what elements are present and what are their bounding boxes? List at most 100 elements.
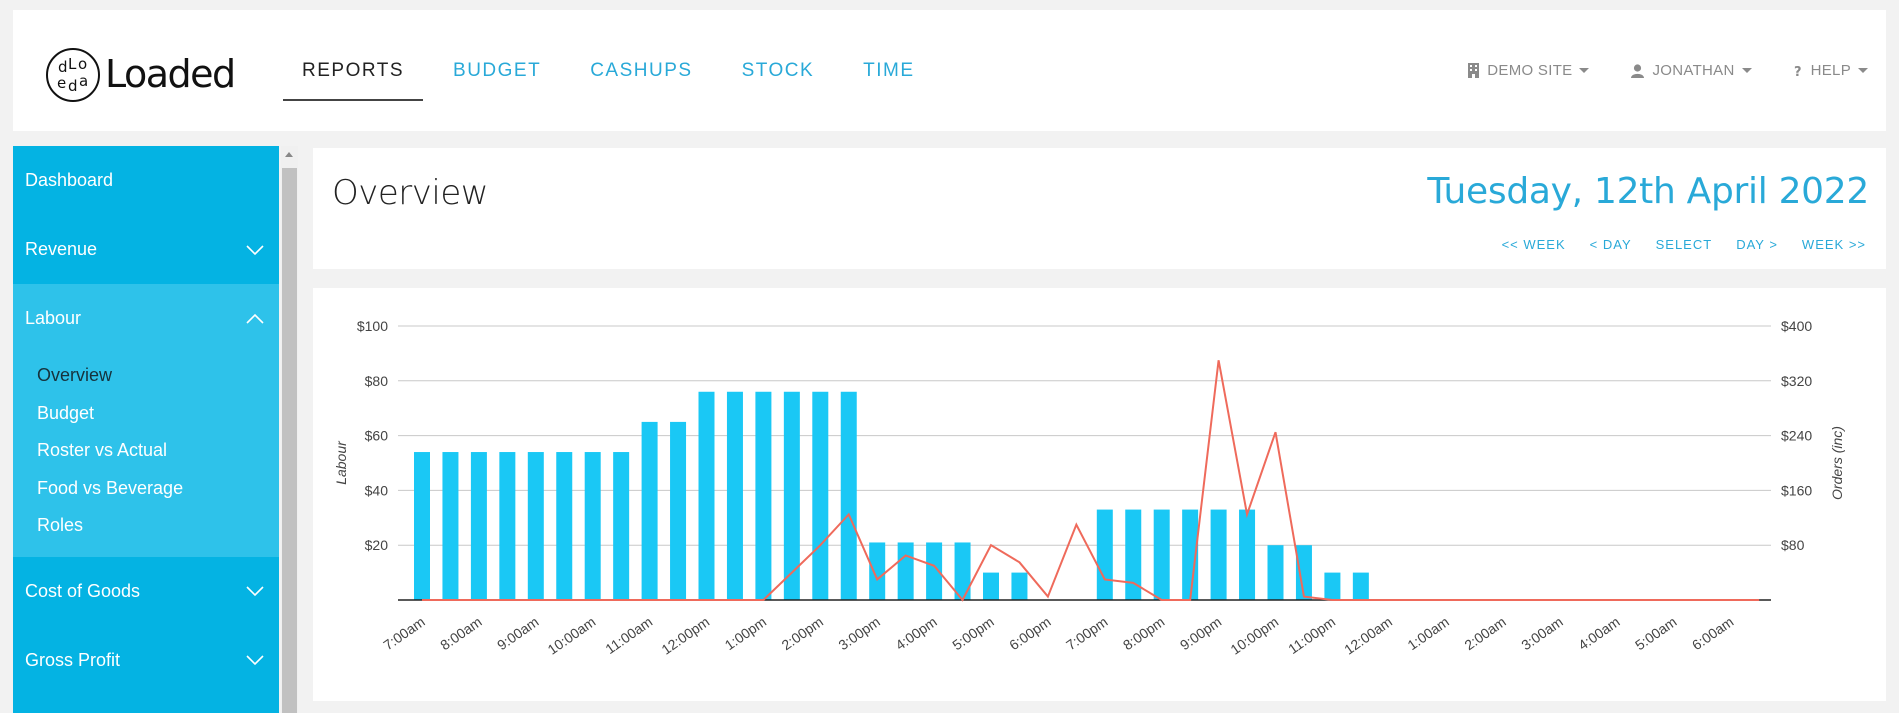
user-icon xyxy=(1631,63,1645,78)
x-tick-label: 8:00am xyxy=(437,613,484,653)
labour-bar xyxy=(983,572,999,600)
brand-name: Loaded xyxy=(105,52,236,96)
brand-logo[interactable]: d L o e d a Loaded xyxy=(45,42,236,108)
labour-bar xyxy=(1239,509,1256,600)
sidebar-item-label: Cost of Goods xyxy=(25,580,141,601)
sidebar-item-label: Dashboard xyxy=(25,170,114,190)
x-tick-label: 7:00am xyxy=(380,613,427,653)
labour-bar xyxy=(755,391,772,600)
user-dropdown[interactable]: JONATHAN xyxy=(1631,62,1752,79)
labour-bar xyxy=(556,452,573,600)
overview-header-card: Overview Tuesday, 12th April 2022 << WEE… xyxy=(313,148,1886,269)
y2-tick-label: $160 xyxy=(1781,482,1812,498)
labour-bar xyxy=(1182,509,1199,600)
select-date-link[interactable]: SELECT xyxy=(1655,237,1713,252)
x-tick-label: 7:00pm xyxy=(1063,613,1110,653)
y-tick-label: $40 xyxy=(365,482,389,498)
svg-text:L: L xyxy=(68,55,77,73)
sidebar-subitem-budget[interactable]: Budget xyxy=(37,402,95,423)
x-tick-label: 9:00am xyxy=(494,613,541,653)
nav-reports[interactable]: REPORTS xyxy=(283,10,424,131)
x-tick-label: 4:00am xyxy=(1575,613,1622,653)
svg-text:o: o xyxy=(78,55,87,73)
nav-stock[interactable]: STOCK xyxy=(741,59,815,81)
sidebar-item-dashboard[interactable]: Dashboard xyxy=(13,146,279,215)
prev-week-link[interactable]: << WEEK xyxy=(1501,237,1566,252)
y-axis-title: Labour xyxy=(333,440,349,485)
chevron-up-icon xyxy=(246,313,264,324)
date-navigation: << WEEK < DAY SELECT DAY > WEEK >> xyxy=(1478,237,1866,252)
svg-text:e: e xyxy=(57,74,66,92)
sidebar: Dashboard Revenue Labour Overview Budget… xyxy=(13,146,279,713)
scroll-up-arrow-icon[interactable] xyxy=(285,152,293,157)
x-tick-label: 8:00pm xyxy=(1120,613,1167,653)
sidebar-item-gross-profit[interactable]: Gross Profit xyxy=(13,626,279,695)
labour-bar xyxy=(1125,509,1142,600)
y-tick-label: $100 xyxy=(357,318,388,334)
site-dropdown[interactable]: DEMO SITE xyxy=(1468,62,1590,79)
labour-bar xyxy=(499,452,516,600)
top-navbar: d L o e d a Loaded REPORTS BUDGET CASHUP… xyxy=(13,10,1886,131)
sidebar-subitem-roster-vs-actual[interactable]: Roster vs Actual xyxy=(37,440,168,461)
labour-bar xyxy=(812,391,829,600)
building-icon xyxy=(1468,63,1480,78)
y2-tick-label: $80 xyxy=(1781,537,1805,553)
sidebar-item-cost-of-goods[interactable]: Cost of Goods xyxy=(13,557,279,626)
labour-chart-card: $20 $80 $40 $160 $60 $240 $80 $320 $100 $400 7:00a… xyxy=(313,288,1886,701)
labour-bar xyxy=(1295,545,1312,600)
nav-budget[interactable]: BUDGET xyxy=(453,59,542,81)
x-tick-label: 3:00pm xyxy=(835,613,882,653)
labour-bar xyxy=(641,421,658,600)
current-date: Tuesday, 12th April 2022 xyxy=(1427,171,1869,212)
labour-bar xyxy=(1324,572,1341,600)
next-day-link[interactable]: DAY > xyxy=(1736,237,1778,252)
y-tick-label: $80 xyxy=(365,373,389,389)
x-tick-label: 11:00pm xyxy=(1285,613,1338,657)
user-label: JONATHAN xyxy=(1652,62,1735,79)
sidebar-group-labour: Labour Overview Budget Roster vs Actual … xyxy=(13,284,279,557)
x-tick-label: 5:00pm xyxy=(949,613,996,653)
x-tick-label: 6:00pm xyxy=(1006,613,1053,653)
nav-cashups[interactable]: CASHUPS xyxy=(590,59,693,81)
sidebar-scrollbar[interactable] xyxy=(281,146,298,713)
y-tick-label: $60 xyxy=(365,428,389,444)
x-tick-label: 11:00am xyxy=(602,613,655,657)
labour-bar xyxy=(783,391,800,600)
x-tick-label: 1:00pm xyxy=(722,613,769,653)
labour-bar xyxy=(1096,509,1113,600)
y2-axis-title: Orders (inc) xyxy=(1829,426,1845,500)
next-week-link[interactable]: WEEK >> xyxy=(1801,237,1866,252)
labour-bar xyxy=(1210,509,1227,600)
caret-down-icon xyxy=(1741,68,1752,73)
chevron-down-icon xyxy=(246,244,264,255)
labour-bar xyxy=(584,452,601,600)
page-title: Overview xyxy=(332,173,489,213)
labour-bar xyxy=(414,452,430,600)
x-tick-label: 3:00am xyxy=(1518,613,1565,653)
caret-down-icon xyxy=(1579,68,1590,73)
nav-time[interactable]: TIME xyxy=(863,59,915,81)
labour-bar xyxy=(613,452,630,600)
scrollbar-thumb[interactable] xyxy=(282,168,297,713)
orders-line xyxy=(422,360,1760,602)
labour-bar xyxy=(527,452,544,600)
labour-bar xyxy=(840,391,857,600)
x-tick-label: 10:00am xyxy=(545,613,599,657)
sidebar-subitem-roles[interactable]: Roles xyxy=(37,515,84,536)
main-nav: REPORTS BUDGET CASHUPS STOCK TIME xyxy=(283,10,945,131)
help-dropdown[interactable]: ? HELP xyxy=(1794,62,1868,79)
sidebar-item-labour[interactable]: Labour xyxy=(13,284,279,353)
sidebar-subitem-food-vs-beverage[interactable]: Food vs Beverage xyxy=(37,477,184,498)
sidebar-subitem-overview[interactable]: Overview xyxy=(37,365,113,386)
sidebar-item-label: Labour xyxy=(25,308,82,328)
x-tick-label: 4:00pm xyxy=(892,613,939,653)
y2-tick-label: $320 xyxy=(1781,373,1812,389)
y2-tick-label: $240 xyxy=(1781,428,1812,444)
labour-bar xyxy=(670,421,687,600)
chevron-down-icon xyxy=(246,586,264,597)
labour-bar xyxy=(698,391,715,600)
svg-text:?: ? xyxy=(1794,65,1802,78)
prev-day-link[interactable]: < DAY xyxy=(1589,237,1632,252)
sidebar-item-revenue[interactable]: Revenue xyxy=(13,215,279,284)
y-tick-label: $20 xyxy=(365,537,389,553)
